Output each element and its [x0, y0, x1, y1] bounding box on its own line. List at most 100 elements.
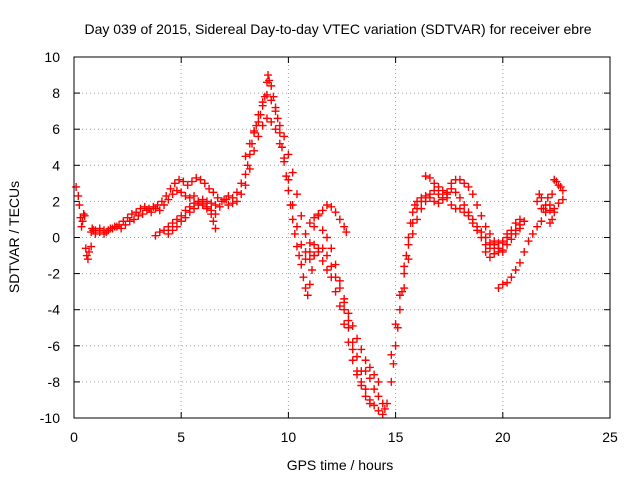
data-point: [473, 226, 482, 235]
data-point: [264, 71, 273, 80]
data-point: [494, 244, 503, 253]
data-point: [365, 399, 374, 408]
data-point: [80, 211, 89, 220]
data-point: [340, 320, 349, 329]
data-point: [524, 237, 533, 246]
data-point: [79, 210, 88, 219]
data-point: [284, 150, 293, 159]
data-point: [391, 341, 400, 350]
data-point: [170, 179, 179, 188]
data-point: [258, 98, 267, 107]
data-point: [168, 219, 177, 228]
data-point: [335, 302, 344, 311]
data-point: [75, 201, 84, 210]
data-point: [292, 190, 301, 199]
data-point: [331, 287, 340, 296]
data-points: [72, 71, 567, 419]
data-point: [327, 202, 336, 211]
data-point: [331, 260, 340, 269]
data-point: [245, 164, 254, 173]
data-point: [77, 222, 86, 231]
data-point: [548, 190, 557, 199]
data-point: [395, 305, 404, 314]
data-point: [172, 186, 181, 195]
y-tick-label: 4: [52, 157, 60, 173]
data-point: [335, 215, 344, 224]
data-point: [391, 320, 400, 329]
data-point: [322, 265, 331, 274]
data-point: [224, 201, 233, 210]
data-point: [290, 229, 299, 238]
data-point: [177, 217, 186, 226]
y-tick-label: 2: [52, 193, 60, 209]
data-point: [254, 132, 263, 141]
data-point: [181, 191, 190, 200]
data-point: [142, 206, 151, 215]
data-point: [211, 201, 220, 210]
data-point: [262, 114, 271, 123]
data-point: [314, 247, 323, 256]
data-point: [200, 179, 209, 188]
data-point: [342, 228, 351, 237]
data-point: [503, 229, 512, 238]
y-tick-label: 8: [52, 85, 60, 101]
data-point: [389, 359, 398, 368]
data-point: [507, 226, 516, 235]
data-point: [558, 186, 567, 195]
data-point: [74, 191, 83, 200]
data-point: [228, 199, 237, 208]
data-point: [353, 367, 362, 376]
data-point: [194, 201, 203, 210]
data-point: [241, 152, 250, 161]
data-point: [318, 206, 327, 215]
data-point: [295, 251, 304, 260]
data-point: [357, 381, 366, 390]
data-point: [378, 410, 387, 419]
data-point: [404, 255, 413, 264]
data-point: [481, 247, 490, 256]
data-point: [460, 208, 469, 217]
data-point: [275, 139, 284, 148]
data-point: [237, 190, 246, 199]
data-point: [104, 226, 113, 235]
data-point: [473, 201, 482, 210]
data-point: [451, 188, 460, 197]
data-point: [348, 345, 357, 354]
data-point: [254, 110, 263, 119]
axis-ticks: 0 5 10 15 20 25 -10 -8 -6 -4 -2 0 2 4 6 8 10: [40, 49, 618, 445]
data-point: [335, 276, 344, 285]
data-point: [213, 193, 222, 202]
data-point: [485, 229, 494, 238]
data-point: [507, 273, 516, 282]
data-point: [425, 173, 434, 182]
data-point: [348, 321, 357, 330]
data-point: [515, 224, 524, 233]
data-point: [138, 210, 147, 219]
x-tick-label: 20: [495, 429, 511, 445]
data-point: [265, 76, 274, 85]
data-point: [85, 247, 94, 256]
grid: [74, 57, 610, 418]
data-point: [460, 179, 469, 188]
data-point: [168, 226, 177, 235]
data-point: [177, 188, 186, 197]
data-point: [127, 210, 136, 219]
data-point: [207, 199, 216, 208]
data-point: [520, 247, 529, 256]
data-point: [365, 363, 374, 372]
data-point: [464, 211, 473, 220]
data-point: [305, 219, 314, 228]
data-point: [196, 175, 205, 184]
data-point: [280, 154, 289, 163]
data-point: [374, 392, 383, 401]
y-axis-label: SDTVAR / TECUs: [6, 181, 22, 293]
data-point: [387, 377, 396, 386]
data-point: [187, 177, 196, 186]
data-point: [511, 265, 520, 274]
x-tick-label: 0: [70, 429, 78, 445]
data-point: [558, 195, 567, 204]
data-point: [190, 204, 199, 213]
data-point: [297, 240, 306, 249]
data-point: [550, 208, 559, 217]
